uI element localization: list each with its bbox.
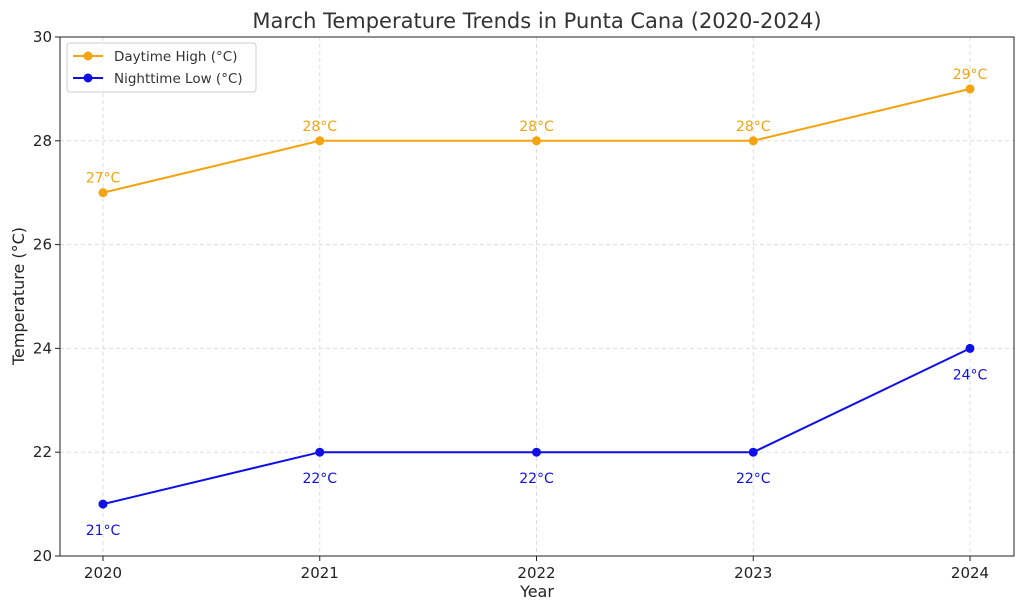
y-tick-label: 22 xyxy=(33,443,52,461)
legend: Daytime High (°C) Nighttime Low (°C) xyxy=(66,42,257,93)
legend-box xyxy=(66,42,257,93)
data-label: 21°C xyxy=(86,523,121,539)
y-tick-label: 24 xyxy=(33,339,52,357)
legend-label: Daytime High (°C) xyxy=(114,49,237,65)
series-layer: 27°C 28°C 28°C 28°C 29°C 21°C 22°C 22°C 22°C 24°C xyxy=(86,67,988,539)
y-tick-label: 26 xyxy=(33,236,52,254)
data-label: 28°C xyxy=(519,119,554,135)
data-point xyxy=(965,343,975,353)
data-label: 22°C xyxy=(302,471,337,487)
x-axis-label: Year xyxy=(519,582,554,601)
y-tick-label: 30 xyxy=(33,28,52,46)
data-point xyxy=(315,136,325,146)
data-point xyxy=(98,188,108,198)
data-point xyxy=(98,499,108,509)
data-label: 28°C xyxy=(736,119,771,135)
data-label: 29°C xyxy=(953,67,988,83)
legend-marker xyxy=(83,73,93,83)
x-tick-label: 2024 xyxy=(951,564,989,582)
y-tick-label: 20 xyxy=(33,547,52,565)
data-point xyxy=(748,447,758,457)
legend-marker xyxy=(83,51,93,61)
x-tick-label: 2022 xyxy=(517,564,555,582)
legend-label: Nighttime Low (°C) xyxy=(114,71,243,87)
y-axis-label: Temperature (°C) xyxy=(9,227,28,366)
x-tick-label: 2020 xyxy=(84,564,122,582)
data-point xyxy=(532,447,541,457)
data-label: 28°C xyxy=(302,119,337,135)
y-tick-label: 28 xyxy=(33,132,52,150)
data-point xyxy=(532,136,541,146)
chart-title: March Temperature Trends in Punta Cana (… xyxy=(252,9,821,33)
data-point xyxy=(965,84,975,94)
data-point xyxy=(315,447,325,457)
x-tick-label: 2021 xyxy=(301,564,339,582)
data-label: 24°C xyxy=(953,367,988,383)
data-label: 22°C xyxy=(736,471,771,487)
data-label: 27°C xyxy=(86,171,121,187)
data-point xyxy=(748,136,758,146)
x-tick-label: 2023 xyxy=(734,564,772,582)
data-label: 22°C xyxy=(519,471,554,487)
